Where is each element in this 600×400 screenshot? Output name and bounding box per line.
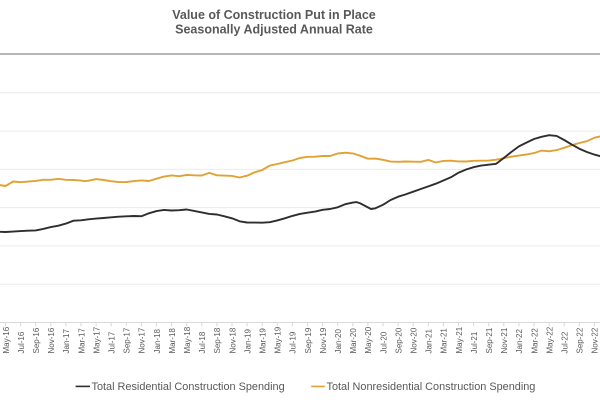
svg-text:Total Nonresidential Construct: Total Nonresidential Construction Spendi… <box>327 381 536 393</box>
svg-text:Mar-22: Mar-22 <box>530 328 539 354</box>
svg-text:Jul-21: Jul-21 <box>470 331 479 353</box>
svg-text:Jan-21: Jan-21 <box>425 328 434 353</box>
svg-text:Mar-19: Mar-19 <box>259 328 268 354</box>
svg-text:Jan-17: Jan-17 <box>62 328 71 353</box>
svg-text:Mar-17: Mar-17 <box>77 328 86 354</box>
svg-text:Mar-20: Mar-20 <box>349 328 358 354</box>
svg-text:Sep-19: Sep-19 <box>304 327 313 353</box>
svg-text:May-16: May-16 <box>2 326 11 353</box>
svg-text:May-21: May-21 <box>455 326 464 353</box>
svg-text:Nov-22: Nov-22 <box>591 327 600 353</box>
svg-text:May-18: May-18 <box>183 326 192 353</box>
svg-text:Mar-18: Mar-18 <box>168 328 177 354</box>
svg-text:Jul-18: Jul-18 <box>198 331 207 353</box>
svg-text:Sep-16: Sep-16 <box>32 327 41 353</box>
svg-text:May-17: May-17 <box>92 326 101 353</box>
svg-text:May-20: May-20 <box>364 326 373 353</box>
svg-text:Sep-17: Sep-17 <box>123 327 132 353</box>
svg-text:Nov-17: Nov-17 <box>138 327 147 353</box>
svg-text:Jan-20: Jan-20 <box>334 328 343 353</box>
svg-text:Jul-22: Jul-22 <box>561 331 570 353</box>
svg-text:Sep-22: Sep-22 <box>576 327 585 353</box>
svg-text:Nov-20: Nov-20 <box>410 327 419 353</box>
svg-text:Jan-19: Jan-19 <box>243 328 252 353</box>
svg-text:Mar-21: Mar-21 <box>440 328 449 354</box>
svg-text:Jan-22: Jan-22 <box>515 328 524 353</box>
svg-text:May-19: May-19 <box>274 326 283 353</box>
svg-text:Sep-20: Sep-20 <box>394 327 403 353</box>
svg-text:Nov-19: Nov-19 <box>319 327 328 353</box>
svg-text:May-22: May-22 <box>545 326 554 353</box>
svg-text:Jan-18: Jan-18 <box>153 328 162 353</box>
svg-text:Seasonally Adjusted Annual Rat: Seasonally Adjusted Annual Rate <box>175 23 373 37</box>
svg-text:Jul-19: Jul-19 <box>289 331 298 353</box>
svg-text:Jul-17: Jul-17 <box>108 331 117 353</box>
svg-text:Jul-16: Jul-16 <box>17 331 26 353</box>
svg-text:Sep-18: Sep-18 <box>213 327 222 353</box>
svg-text:Nov-16: Nov-16 <box>47 327 56 353</box>
svg-text:Value of Construction Put in P: Value of Construction Put in Place <box>172 8 376 22</box>
svg-text:Total Residential Construction: Total Residential Construction Spending <box>92 381 285 393</box>
svg-text:Nov-21: Nov-21 <box>500 327 509 353</box>
svg-text:Jul-20: Jul-20 <box>379 331 388 353</box>
svg-text:Sep-21: Sep-21 <box>485 327 494 353</box>
svg-text:Nov-18: Nov-18 <box>228 327 237 353</box>
